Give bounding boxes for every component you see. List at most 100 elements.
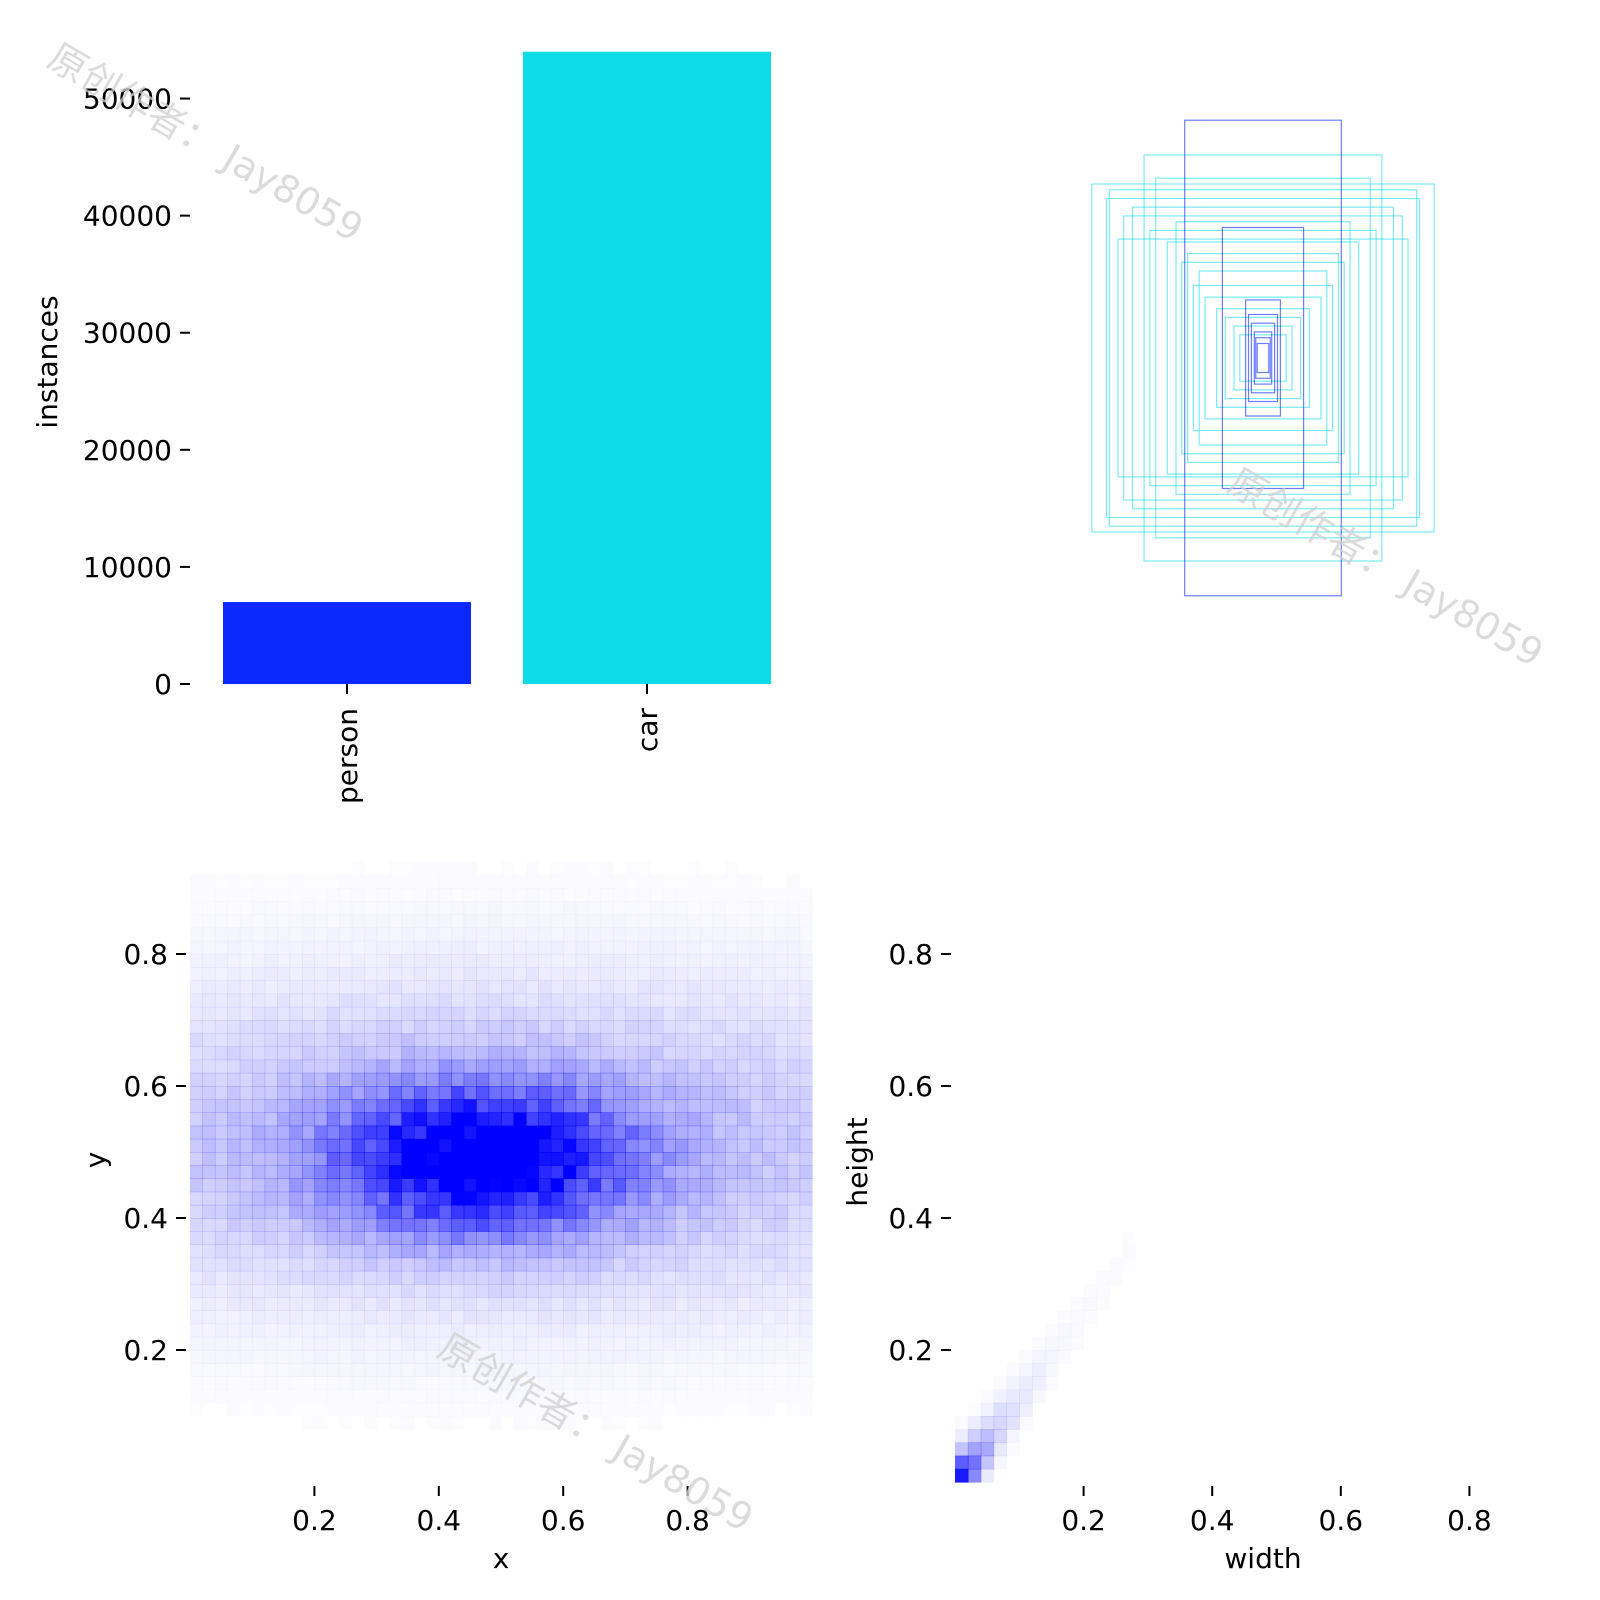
heat-cell <box>438 954 452 968</box>
heat-cell <box>525 927 539 942</box>
heat-cell <box>724 1218 738 1232</box>
heat-cell <box>389 1270 403 1285</box>
heat-cell <box>675 1086 689 1100</box>
heat-cell <box>227 967 241 981</box>
heat-cell <box>749 940 763 955</box>
heat-cell <box>588 1390 601 1404</box>
heat-cell <box>538 1033 552 1047</box>
heat-cell <box>513 967 527 981</box>
heat-cell <box>762 1204 776 1219</box>
heat-cell <box>277 1125 291 1140</box>
y-tick-label: 30000 <box>83 317 172 350</box>
heat-cell <box>389 1204 403 1219</box>
heat-cell <box>339 1178 353 1193</box>
heat-cell <box>214 940 228 955</box>
heat-cell <box>712 1086 726 1100</box>
heat-cell <box>364 1033 378 1047</box>
heat-cell <box>588 1297 602 1311</box>
heat-cell <box>451 1297 465 1311</box>
heat-cell <box>637 1270 651 1285</box>
heat-cell <box>737 1152 751 1166</box>
heat-cell <box>352 1403 365 1417</box>
heat-cell <box>625 1218 639 1232</box>
heat-cell <box>525 1231 539 1245</box>
heat-cell <box>252 1350 265 1364</box>
heat-cell <box>326 1072 340 1087</box>
heat-cell <box>376 1297 390 1311</box>
heat-cell <box>352 1363 365 1377</box>
heat-cell <box>401 1376 414 1390</box>
heat-cell <box>501 875 514 889</box>
heat-cell <box>376 1363 390 1377</box>
heat-cell <box>967 1468 982 1483</box>
heat-cell <box>712 1059 726 1074</box>
heat-cell <box>538 1125 552 1140</box>
heat-cell <box>252 1191 266 1206</box>
heat-cell <box>575 1152 589 1166</box>
heat-cell <box>575 1310 589 1325</box>
heat-cell <box>799 1046 813 1061</box>
heat-cell <box>762 980 776 995</box>
heat-cell <box>351 1112 365 1127</box>
heat-cell <box>762 1337 775 1351</box>
heat-cell <box>414 862 427 876</box>
heat-cell <box>600 1218 614 1232</box>
heat-cell <box>426 1138 440 1153</box>
heat-cell <box>550 1099 564 1113</box>
heat-cell <box>588 862 601 876</box>
heat-cell <box>550 1204 564 1219</box>
heat-cell <box>650 1297 664 1311</box>
heat-cell <box>600 1020 614 1034</box>
heat-cell <box>526 875 539 889</box>
heat-cell <box>799 980 813 995</box>
heat-cell <box>525 1257 539 1272</box>
heat-cell <box>239 1046 253 1061</box>
heat-cell <box>339 1072 353 1087</box>
heat-cell <box>612 1270 626 1285</box>
heat-cell <box>749 1099 763 1113</box>
heat-cell <box>538 1112 552 1127</box>
heat-cell <box>227 1284 241 1298</box>
heat-cell <box>538 1059 552 1074</box>
heat-cell <box>737 1046 751 1061</box>
heat-cell <box>239 1231 253 1245</box>
heat-cell <box>687 1336 701 1351</box>
heat-cell <box>588 1336 602 1351</box>
heat-cell <box>774 1257 788 1272</box>
heat-cell <box>289 967 303 981</box>
heat-cell <box>314 1125 328 1140</box>
heat-cell <box>662 1231 676 1245</box>
heat-cell <box>575 1006 589 1021</box>
heat-cell <box>601 1376 614 1390</box>
heat-cell <box>215 928 228 942</box>
heat-cell <box>588 1165 602 1179</box>
heat-cell <box>737 1059 751 1074</box>
heat-cell <box>190 1138 204 1153</box>
heat-cell <box>675 1376 688 1390</box>
heat-cell <box>277 1336 291 1351</box>
heat-cell <box>538 1086 552 1100</box>
heat-cell <box>550 1125 564 1140</box>
heat-cell <box>687 1204 701 1219</box>
heat-cell <box>190 1350 203 1364</box>
heat-cell <box>202 1191 216 1206</box>
heat-cell <box>351 1310 365 1325</box>
heat-cell <box>550 954 564 968</box>
heat-cell <box>376 1310 390 1325</box>
heat-cell <box>364 1363 378 1377</box>
heat-cell <box>712 1125 726 1140</box>
heat-cell <box>326 1336 340 1351</box>
heat-cell <box>252 1244 266 1259</box>
heat-cell <box>227 1376 240 1390</box>
heat-cell <box>700 1244 714 1259</box>
heat-cell <box>513 1152 527 1166</box>
heat-cell <box>301 967 315 981</box>
heat-cell <box>501 1020 515 1034</box>
heat-cell <box>476 1152 490 1166</box>
heat-cell <box>327 914 340 928</box>
heat-cell <box>750 1376 763 1390</box>
y-tick-label: 0.8 <box>123 938 168 971</box>
heat-cell <box>376 1138 390 1153</box>
heat-cell <box>501 901 514 915</box>
heat-cell <box>525 1323 539 1338</box>
